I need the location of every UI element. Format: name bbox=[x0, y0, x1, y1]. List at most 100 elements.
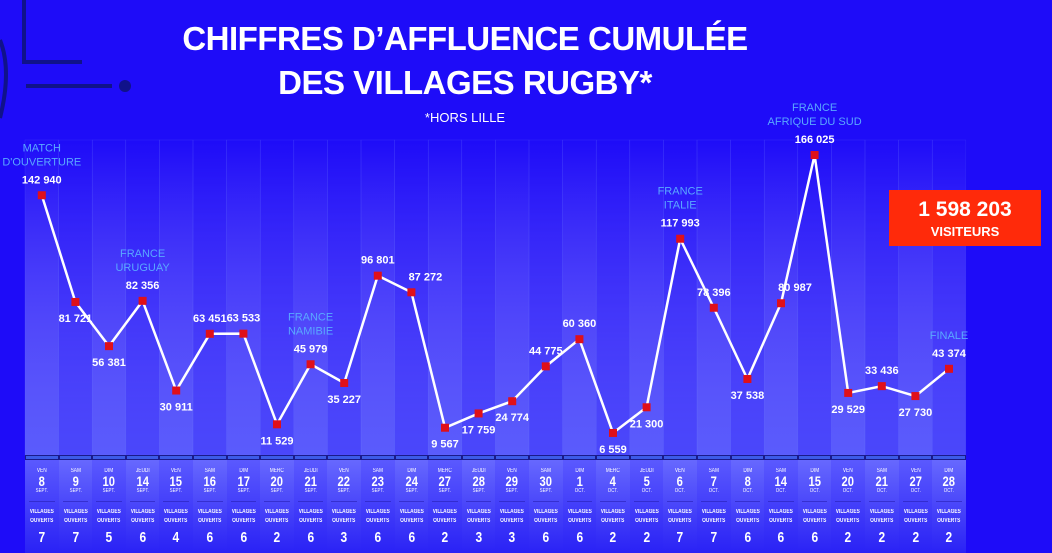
date-column: SAM 7 OCT. VILLAGES OUVERTS 7 bbox=[697, 455, 731, 553]
data-point bbox=[911, 392, 920, 401]
match-annotation: MATCH D'OUVERTURE bbox=[2, 142, 81, 168]
villages-open-count: 6 bbox=[307, 529, 314, 546]
date-column: VEN 22 SEPT. VILLAGES OUVERTS 3 bbox=[327, 455, 361, 553]
data-point bbox=[777, 299, 785, 308]
divider bbox=[533, 501, 559, 502]
data-point bbox=[743, 374, 752, 383]
villages-open-count: 2 bbox=[945, 529, 953, 546]
column-background bbox=[226, 139, 261, 456]
day-of-week: SAM bbox=[540, 468, 551, 474]
data-label: 56 381 bbox=[92, 357, 126, 369]
month: SEPT. bbox=[438, 488, 452, 494]
day-of-week: JEUDI bbox=[303, 468, 318, 474]
month: SEPT. bbox=[304, 488, 317, 494]
month: OCT. bbox=[943, 488, 954, 494]
divider bbox=[29, 501, 55, 502]
data-label: 63 451 bbox=[193, 313, 227, 325]
date-column: JEUDI 14 SEPT. VILLAGES OUVERTS 6 bbox=[125, 455, 160, 553]
match-annotation: FINALE bbox=[930, 330, 969, 342]
data-label: 21 300 bbox=[630, 418, 664, 430]
day-number: 8 bbox=[744, 473, 751, 489]
day-of-week: DIM bbox=[944, 468, 954, 474]
month: SEPT. bbox=[203, 488, 216, 494]
data-label: 87 272 bbox=[409, 271, 443, 283]
total-value: 1 598 203 bbox=[918, 198, 1012, 221]
column-cap bbox=[293, 455, 328, 460]
divider bbox=[197, 501, 223, 502]
villages-label: VILLAGES bbox=[332, 509, 357, 515]
data-point bbox=[105, 342, 113, 351]
match-annotation: FRANCE ITALIE bbox=[658, 186, 703, 212]
data-label: 11 529 bbox=[260, 435, 293, 447]
villages-label: VILLAGES bbox=[298, 509, 323, 515]
ouverts-label: OUVERTS bbox=[399, 518, 423, 524]
villages-open-count: 6 bbox=[374, 529, 382, 546]
column-background bbox=[797, 139, 832, 456]
day-number: 15 bbox=[169, 473, 183, 489]
ouverts-label: OUVERTS bbox=[937, 518, 961, 524]
month: SEPT. bbox=[405, 488, 418, 494]
day-of-week: SAM bbox=[876, 468, 887, 474]
column-cap bbox=[529, 455, 563, 460]
day-number: 9 bbox=[72, 473, 79, 489]
villages-label: VILLAGES bbox=[365, 509, 390, 515]
data-label: 43 374 bbox=[932, 348, 967, 360]
villages-label: VILLAGES bbox=[869, 509, 894, 515]
day-of-week: DIM bbox=[574, 468, 584, 474]
villages-label: VILLAGES bbox=[735, 509, 760, 515]
ouverts-label: OUVERTS bbox=[97, 518, 121, 524]
date-column: SAM 16 SEPT. VILLAGES OUVERTS 6 bbox=[193, 455, 227, 553]
column-cap bbox=[25, 455, 59, 460]
month: OCT. bbox=[843, 488, 854, 494]
date-column: DIM 17 SEPT. VILLAGES OUVERTS 6 bbox=[226, 455, 261, 553]
villages-open-count: 6 bbox=[811, 529, 818, 546]
divider bbox=[936, 501, 962, 502]
title-line-2: DES VILLAGES RUGBY* bbox=[278, 64, 652, 101]
title-line-1: CHIFFRES D’AFFLUENCE CUMULÉE bbox=[182, 20, 748, 57]
ouverts-label: OUVERTS bbox=[466, 518, 491, 524]
data-label: 80 987 bbox=[778, 282, 812, 294]
date-column: JEUDI 5 OCT. VILLAGES OUVERTS 2 bbox=[629, 455, 664, 553]
data-point bbox=[205, 329, 214, 338]
month: SEPT. bbox=[237, 488, 250, 494]
divider bbox=[264, 501, 290, 502]
ouverts-label: OUVERTS bbox=[298, 518, 323, 524]
ouverts-label: OUVERTS bbox=[903, 518, 927, 524]
column-cap bbox=[865, 455, 899, 460]
column-cap bbox=[159, 455, 193, 460]
divider bbox=[230, 501, 257, 502]
date-column: DIM 15 OCT. VILLAGES OUVERTS 6 bbox=[797, 455, 832, 553]
villages-open-count: 2 bbox=[643, 529, 650, 546]
villages-open-count: 7 bbox=[72, 529, 79, 546]
data-point bbox=[609, 428, 617, 437]
villages-label: VILLAGES bbox=[600, 509, 625, 515]
column-background bbox=[159, 139, 194, 456]
total-label: VISITEURS bbox=[930, 224, 1000, 239]
data-point bbox=[541, 362, 550, 371]
villages-open-count: 5 bbox=[105, 529, 113, 546]
day-number: 22 bbox=[337, 473, 351, 489]
date-column: SAM 9 SEPT. VILLAGES OUVERTS 7 bbox=[58, 455, 93, 553]
divider bbox=[499, 501, 525, 502]
ouverts-label: OUVERTS bbox=[130, 518, 155, 524]
villages-open-count: 2 bbox=[912, 529, 919, 546]
divider bbox=[701, 501, 727, 502]
data-label: 60 360 bbox=[563, 318, 597, 330]
villages-label: VILLAGES bbox=[936, 509, 961, 515]
series-line bbox=[40, 154, 950, 435]
day-number: 27 bbox=[438, 473, 452, 489]
villages-label: VILLAGES bbox=[399, 509, 424, 515]
day-of-week: SAM bbox=[204, 468, 215, 474]
villages-open-count: 3 bbox=[508, 529, 516, 546]
day-of-week: DIM bbox=[238, 468, 248, 474]
divider bbox=[163, 501, 189, 502]
villages-label: VILLAGES bbox=[432, 509, 457, 515]
month: OCT. bbox=[607, 488, 618, 494]
day-number: 28 bbox=[942, 473, 956, 489]
data-label: 45 979 bbox=[294, 343, 328, 355]
data-label: 27 730 bbox=[899, 407, 933, 419]
column-cap bbox=[596, 455, 630, 460]
villages-label: VILLAGES bbox=[533, 509, 558, 515]
day-of-week: VEN bbox=[507, 468, 518, 474]
data-label: 44 775 bbox=[529, 345, 563, 357]
